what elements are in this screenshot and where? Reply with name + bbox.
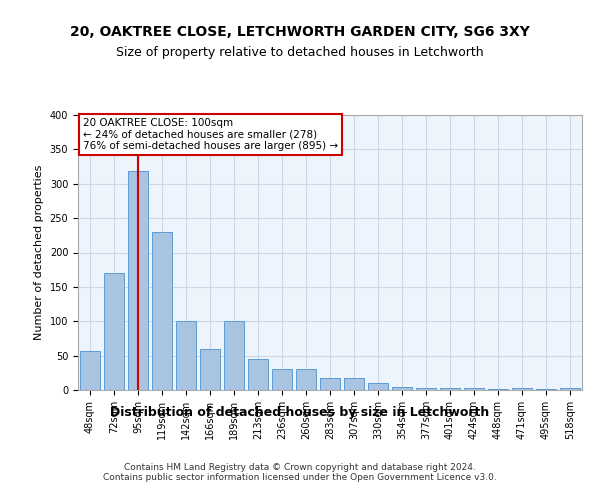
Bar [152, 232, 172, 390]
Bar [416, 388, 436, 390]
Bar [464, 388, 484, 390]
Bar [272, 370, 292, 390]
Y-axis label: Number of detached properties: Number of detached properties [34, 165, 44, 340]
Bar [80, 351, 100, 390]
Bar [296, 370, 316, 390]
Text: Contains HM Land Registry data © Crown copyright and database right 2024.
Contai: Contains HM Land Registry data © Crown c… [103, 463, 497, 482]
Text: Size of property relative to detached houses in Letchworth: Size of property relative to detached ho… [116, 46, 484, 59]
Text: Distribution of detached houses by size in Letchworth: Distribution of detached houses by size … [110, 406, 490, 419]
Bar [512, 388, 532, 390]
Bar [176, 322, 196, 390]
Bar [368, 383, 388, 390]
Bar [200, 349, 220, 390]
Bar [392, 387, 412, 390]
Bar [224, 322, 244, 390]
Bar [128, 172, 148, 390]
Bar [248, 359, 268, 390]
Text: 20 OAKTREE CLOSE: 100sqm
← 24% of detached houses are smaller (278)
76% of semi-: 20 OAKTREE CLOSE: 100sqm ← 24% of detach… [83, 118, 338, 151]
Bar [440, 388, 460, 390]
Text: 20, OAKTREE CLOSE, LETCHWORTH GARDEN CITY, SG6 3XY: 20, OAKTREE CLOSE, LETCHWORTH GARDEN CIT… [70, 26, 530, 40]
Bar [560, 388, 580, 390]
Bar [344, 378, 364, 390]
Bar [320, 378, 340, 390]
Bar [104, 273, 124, 390]
